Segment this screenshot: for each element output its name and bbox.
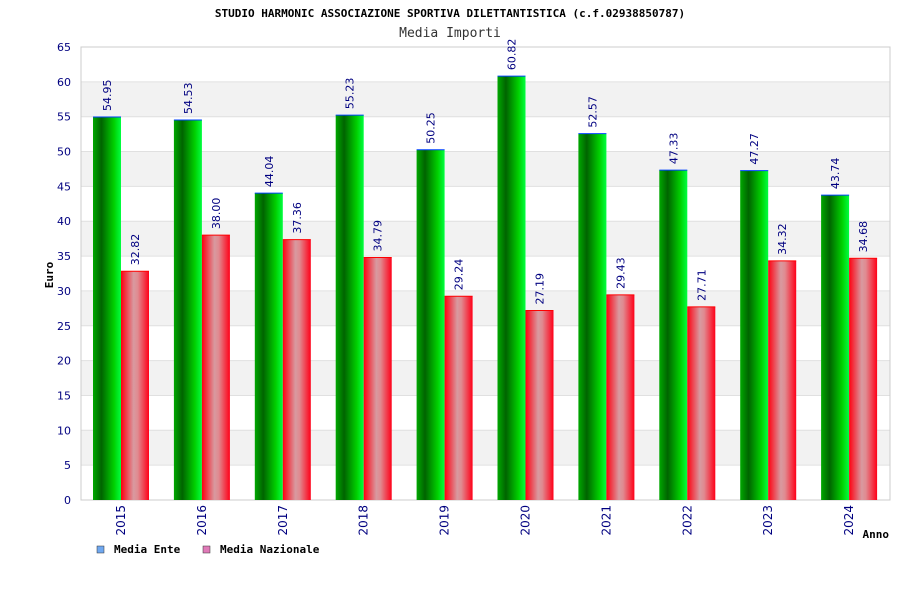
legend-label-media-nazionale: Media Nazionale xyxy=(220,543,320,556)
bar-media-nazionale xyxy=(768,260,797,500)
bar-media-nazionale xyxy=(525,310,554,500)
data-label: 29.24 xyxy=(453,259,466,291)
y-tick-label: 50 xyxy=(57,146,71,159)
bar-media-nazionale xyxy=(363,257,392,500)
data-label: 43.74 xyxy=(829,158,842,190)
x-tick-label: 2016 xyxy=(195,505,209,536)
legend-label-media-ente: Media Ente xyxy=(114,543,181,556)
data-label: 44.04 xyxy=(263,156,276,188)
data-label: 32.82 xyxy=(129,234,142,266)
data-label: 60.82 xyxy=(506,39,519,71)
data-label: 34.79 xyxy=(372,220,385,252)
data-label: 34.68 xyxy=(857,221,870,253)
bar-media-ente xyxy=(740,170,769,501)
data-label: 34.32 xyxy=(776,223,789,255)
y-tick-label: 55 xyxy=(57,111,71,124)
y-axis-label: Euro xyxy=(43,261,56,288)
x-tick-label: 2023 xyxy=(761,505,775,536)
x-tick-label: 2017 xyxy=(276,505,290,536)
y-tick-label: 45 xyxy=(57,180,71,193)
y-tick-label: 40 xyxy=(57,215,71,228)
x-tick-label: 2021 xyxy=(599,505,613,536)
data-label: 47.27 xyxy=(748,133,761,165)
x-tick-label: 2022 xyxy=(680,505,694,536)
bar-media-ente xyxy=(416,149,445,501)
bar-media-ente xyxy=(497,76,526,501)
plot-area-frame xyxy=(80,46,891,501)
bar-media-ente xyxy=(578,133,607,500)
legend-swatch-media-ente xyxy=(96,545,105,554)
y-tick-label: 65 xyxy=(57,41,71,54)
bar-media-nazionale xyxy=(849,258,878,500)
bar-media-nazionale xyxy=(121,271,149,500)
data-label: 27.71 xyxy=(695,269,708,301)
value-labels: 54.95 32.82 54.53 38.00 44.04 37.36 55.23 34.79… xyxy=(101,39,870,305)
bar-media-ente xyxy=(335,115,364,500)
data-label: 47.33 xyxy=(667,133,680,165)
x-tick-label: 2018 xyxy=(357,505,371,536)
y-tick-label: 35 xyxy=(57,250,71,263)
x-axis-ticks: 2015 2016 2017 2018 2019 2020 2021 2022 2023 2024 xyxy=(114,505,856,536)
x-tick-label: 2019 xyxy=(438,505,452,536)
y-tick-label: 10 xyxy=(57,424,71,437)
x-tick-label: 2015 xyxy=(114,505,128,536)
bar-media-ente xyxy=(254,193,283,500)
data-label: 55.23 xyxy=(344,78,357,110)
data-label: 54.95 xyxy=(101,80,114,112)
y-tick-label: 25 xyxy=(57,320,71,333)
bars xyxy=(93,75,878,501)
y-axis-ticks: 0 5 10 15 20 25 30 35 40 45 50 55 60 65 xyxy=(57,41,71,507)
bar-media-nazionale xyxy=(687,306,716,500)
bar-media-nazionale xyxy=(201,235,230,500)
x-tick-label: 2020 xyxy=(519,505,533,536)
bar-media-ente xyxy=(173,119,202,501)
bar-media-ente xyxy=(821,195,850,501)
x-tick-label: 2024 xyxy=(842,505,856,536)
data-label: 54.53 xyxy=(182,82,195,114)
data-label: 50.25 xyxy=(425,112,438,144)
x-axis-label: Anno xyxy=(863,528,890,541)
y-tick-label: 0 xyxy=(64,494,71,507)
y-tick-label: 60 xyxy=(57,76,71,89)
data-label: 27.19 xyxy=(534,273,547,305)
chart-title: STUDIO HARMONIC ASSOCIAZIONE SPORTIVA DI… xyxy=(215,7,685,20)
grid-band xyxy=(81,81,890,117)
grid-band xyxy=(81,151,890,187)
data-label: 52.57 xyxy=(586,96,599,128)
y-tick-label: 20 xyxy=(57,355,71,368)
y-tick-label: 15 xyxy=(57,389,71,402)
bar-media-nazionale xyxy=(444,296,473,500)
data-label: 29.43 xyxy=(614,257,627,289)
bar-media-ente xyxy=(93,117,121,500)
bar-media-ente xyxy=(659,170,688,500)
y-tick-label: 30 xyxy=(57,285,71,298)
data-label: 38.00 xyxy=(210,198,223,230)
y-tick-label: 5 xyxy=(64,459,71,472)
data-label: 37.36 xyxy=(291,202,304,234)
legend-swatch-media-nazionale xyxy=(202,545,211,554)
bar-media-nazionale xyxy=(282,239,311,501)
bar-media-nazionale xyxy=(606,294,635,500)
chart-subtitle: Media Importi xyxy=(399,26,501,41)
legend: Media Ente Media Nazionale xyxy=(96,543,320,556)
